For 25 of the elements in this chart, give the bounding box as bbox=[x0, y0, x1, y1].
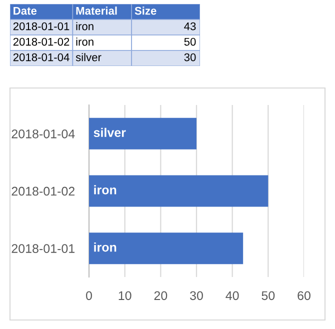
data-label: iron bbox=[94, 185, 116, 194]
x-tick-label: 0 bbox=[86, 291, 92, 300]
x-tick-label: 60 bbox=[298, 291, 310, 300]
text: iron bbox=[76, 38, 94, 46]
bar bbox=[89, 175, 268, 207]
text: 30 bbox=[184, 53, 196, 62]
text: Size bbox=[134, 6, 156, 15]
text: 43 bbox=[184, 22, 196, 30]
text: 50 bbox=[184, 38, 196, 46]
x-tick-label: 20 bbox=[154, 291, 168, 300]
data-label: iron bbox=[94, 242, 116, 252]
y-tick-label: 2018-01-02 bbox=[12, 186, 74, 196]
text: iron bbox=[76, 22, 94, 30]
bar bbox=[89, 118, 196, 150]
y-tick-label: 2018-01-04 bbox=[12, 129, 75, 138]
x-tick-label: 10 bbox=[118, 291, 132, 300]
text: Material bbox=[76, 6, 117, 15]
text: Date bbox=[14, 6, 37, 15]
bar bbox=[89, 232, 244, 264]
x-tick-label: 30 bbox=[190, 291, 203, 300]
y-tick-label: 2018-01-01 bbox=[12, 244, 75, 253]
text: silver bbox=[76, 53, 102, 62]
x-tick-label: 40 bbox=[226, 291, 239, 300]
data-label: silver bbox=[94, 128, 126, 138]
x-tick-label: 50 bbox=[262, 291, 275, 300]
